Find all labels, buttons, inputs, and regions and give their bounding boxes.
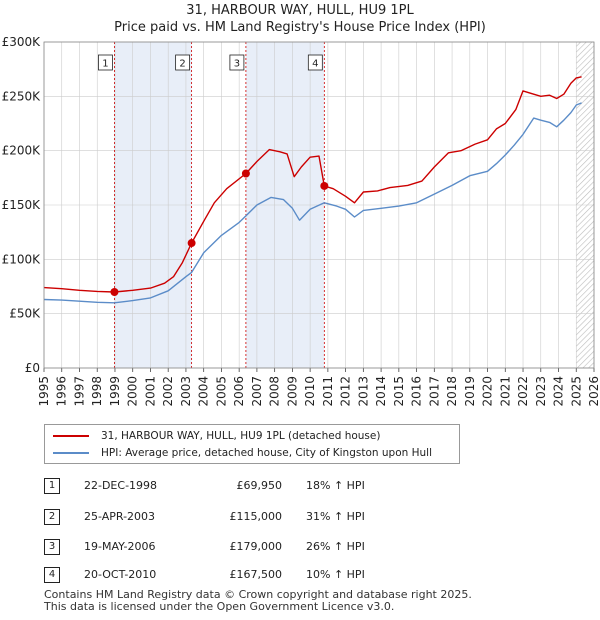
legend-line-hpi — [53, 452, 89, 454]
y-tick-label: £100K — [2, 252, 42, 266]
y-tick-label: £200K — [2, 144, 42, 158]
x-tick-label: 2004 — [197, 376, 211, 407]
x-tick-label: 2008 — [268, 376, 282, 407]
property-price-line — [43, 76, 582, 293]
x-tick-label: 2003 — [179, 376, 193, 407]
x-tick-label: 2006 — [232, 376, 246, 407]
y-tick-label: £300K — [2, 35, 42, 49]
footer-licence: This data is licensed under the Open Gov… — [44, 600, 395, 613]
x-tick-label: 2010 — [303, 376, 317, 407]
sale-marker-box — [229, 54, 245, 71]
x-tick-label: 2002 — [161, 376, 175, 407]
x-tick-label: 1999 — [108, 376, 122, 407]
legend: 31, HARBOUR WAY, HULL, HU9 1PL (detached… — [44, 424, 460, 464]
chart-title: 31, HARBOUR WAY, HULL, HU9 1PL Price pai… — [0, 3, 600, 35]
sale-point — [187, 239, 196, 248]
sale-point — [110, 287, 119, 296]
x-tick-label: 2005 — [214, 376, 228, 407]
hpi-line — [43, 102, 582, 304]
sale-marker-label: 1 — [102, 59, 108, 70]
row-price: £69,950 — [236, 479, 283, 492]
sale-marker-label: 3 — [234, 59, 240, 70]
row-price: £167,500 — [229, 568, 283, 581]
table-row: 4 20-OCT-2010 £167,500 10% ↑ HPI — [44, 567, 464, 587]
x-tick-label: 2021 — [498, 376, 512, 407]
row-date: 25-APR-2003 — [84, 510, 156, 523]
x-tick-label: 1996 — [55, 376, 69, 407]
sale-marker-box — [98, 54, 113, 71]
x-tick-label: 1997 — [72, 376, 86, 407]
y-tick-label: £50K — [9, 307, 41, 321]
row-price: £115,000 — [229, 510, 283, 523]
legend-label-property: 31, HARBOUR WAY, HULL, HU9 1PL (detached… — [101, 430, 381, 442]
row-price: £179,000 — [229, 540, 283, 553]
x-tick-label: 2016 — [410, 376, 424, 407]
row-date: 22-DEC-1998 — [84, 479, 158, 492]
row-number-badge: 2 — [44, 509, 60, 525]
row-hpi-diff: 31% ↑ HPI — [306, 510, 365, 523]
plot-frame — [43, 41, 595, 369]
footer-copyright: Contains HM Land Registry data © Crown c… — [44, 588, 472, 601]
y-tick-label: £150K — [2, 198, 42, 212]
row-date: 19-MAY-2006 — [84, 540, 156, 553]
x-tick-label: 2013 — [356, 376, 370, 407]
chart-title-line1: 31, HARBOUR WAY, HULL, HU9 1PL — [186, 3, 414, 18]
y-tick-label: £250K — [2, 89, 42, 103]
y-tick-label: £0 — [25, 361, 40, 375]
x-tick-label: 2007 — [250, 376, 264, 407]
x-tick-label: 2019 — [463, 376, 477, 407]
chart-title-line2: Price paid vs. HM Land Registry's House … — [114, 20, 486, 35]
sale-marker-label: 4 — [312, 59, 318, 70]
row-hpi-diff: 18% ↑ HPI — [306, 479, 365, 492]
x-tick-label: 2026 — [587, 376, 600, 407]
x-tick-label: 2012 — [339, 376, 353, 407]
table-row: 1 22-DEC-1998 £69,950 18% ↑ HPI — [44, 478, 464, 498]
row-number-badge: 1 — [44, 478, 60, 494]
table-row: 3 19-MAY-2006 £179,000 26% ↑ HPI — [44, 539, 464, 559]
sale-marker-box — [307, 54, 323, 71]
x-tick-label: 2000 — [126, 376, 140, 407]
legend-item-property: 31, HARBOUR WAY, HULL, HU9 1PL (detached… — [53, 428, 380, 444]
x-tick-label: 2009 — [285, 376, 299, 407]
x-tick-label: 2022 — [516, 376, 530, 407]
sale-point — [241, 169, 250, 178]
row-number-badge: 3 — [44, 539, 60, 555]
x-tick-label: 1998 — [90, 376, 104, 407]
x-tick-label: 2011 — [321, 376, 335, 407]
x-tick-label: 2014 — [374, 376, 388, 407]
legend-item-hpi: HPI: Average price, detached house, City… — [53, 445, 432, 461]
row-hpi-diff: 10% ↑ HPI — [306, 568, 365, 581]
legend-line-property — [53, 435, 89, 437]
x-tick-label: 2023 — [534, 376, 548, 407]
x-tick-label: 2001 — [143, 376, 157, 407]
x-tick-label: 2018 — [445, 376, 459, 407]
sale-marker-box — [175, 54, 191, 71]
x-tick-label: 2017 — [427, 376, 441, 407]
x-tick-label: 2015 — [392, 376, 406, 407]
row-date: 20-OCT-2010 — [84, 568, 157, 581]
row-hpi-diff: 26% ↑ HPI — [306, 540, 365, 553]
sale-marker-label: 2 — [179, 59, 185, 70]
table-row: 2 25-APR-2003 £115,000 31% ↑ HPI — [44, 509, 464, 529]
x-tick-label: 2020 — [481, 376, 495, 407]
row-number-badge: 4 — [44, 567, 60, 583]
legend-label-hpi: HPI: Average price, detached house, City… — [101, 447, 432, 459]
footer: Contains HM Land Registry data © Crown c… — [44, 589, 472, 613]
x-tick-label: 2025 — [569, 376, 583, 407]
x-tick-label: 2024 — [552, 376, 566, 407]
x-tick-label: 1995 — [37, 376, 51, 407]
sale-point — [320, 181, 329, 190]
